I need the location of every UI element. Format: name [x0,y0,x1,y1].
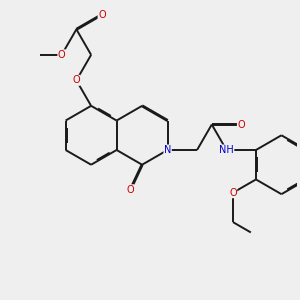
Text: NH: NH [219,145,234,155]
Text: N: N [164,145,171,155]
Text: O: O [73,75,80,85]
Text: O: O [98,10,106,20]
Text: O: O [237,119,245,130]
Text: O: O [127,185,134,195]
Text: O: O [229,188,237,198]
Text: O: O [58,50,65,60]
